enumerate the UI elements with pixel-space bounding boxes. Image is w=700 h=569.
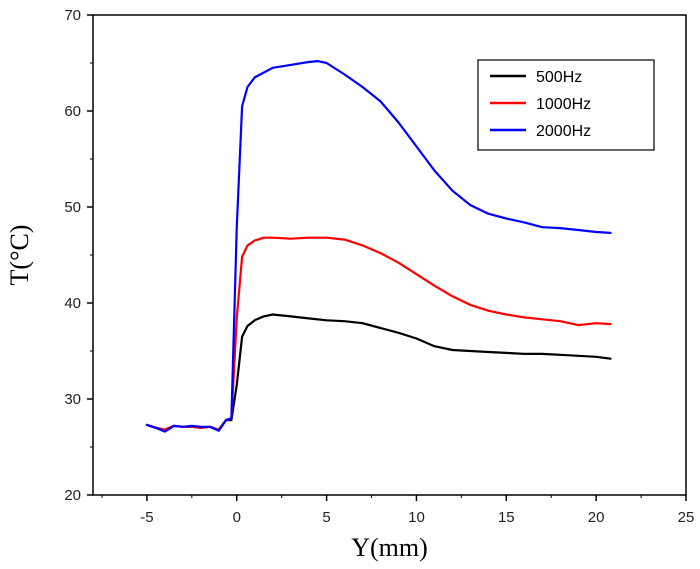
x-tick-label: 15 [498, 509, 515, 526]
x-tick-label: 25 [678, 509, 695, 526]
y-tick-label: 20 [64, 487, 81, 504]
x-axis-title: Y(mm) [351, 533, 428, 562]
x-tick-label: 5 [322, 509, 330, 526]
legend-label-2000hz: 2000Hz [536, 123, 591, 140]
y-tick-label: 30 [64, 391, 81, 408]
x-tick-label: 10 [408, 509, 425, 526]
line-chart: -5 0 5 10 15 20 25 20 30 40 50 60 70 500Hz 1000Hz 2000… [0, 0, 700, 569]
x-tick-label: -5 [140, 509, 153, 526]
x-tick-label: 20 [588, 509, 605, 526]
x-tick-label: 0 [233, 509, 241, 526]
legend-label-1000hz: 1000Hz [536, 96, 591, 113]
series-line-500hz [147, 315, 611, 430]
legend-label-500hz: 500Hz [536, 69, 582, 86]
legend: 500Hz 1000Hz 2000Hz [478, 60, 654, 150]
y-tick-label: 70 [64, 7, 81, 24]
series-line-1000hz [147, 238, 611, 430]
y-axis-title: T(°C) [5, 225, 34, 286]
y-tick-label: 50 [64, 199, 81, 216]
y-tick-label: 40 [64, 295, 81, 312]
y-tick-label: 60 [64, 103, 81, 120]
